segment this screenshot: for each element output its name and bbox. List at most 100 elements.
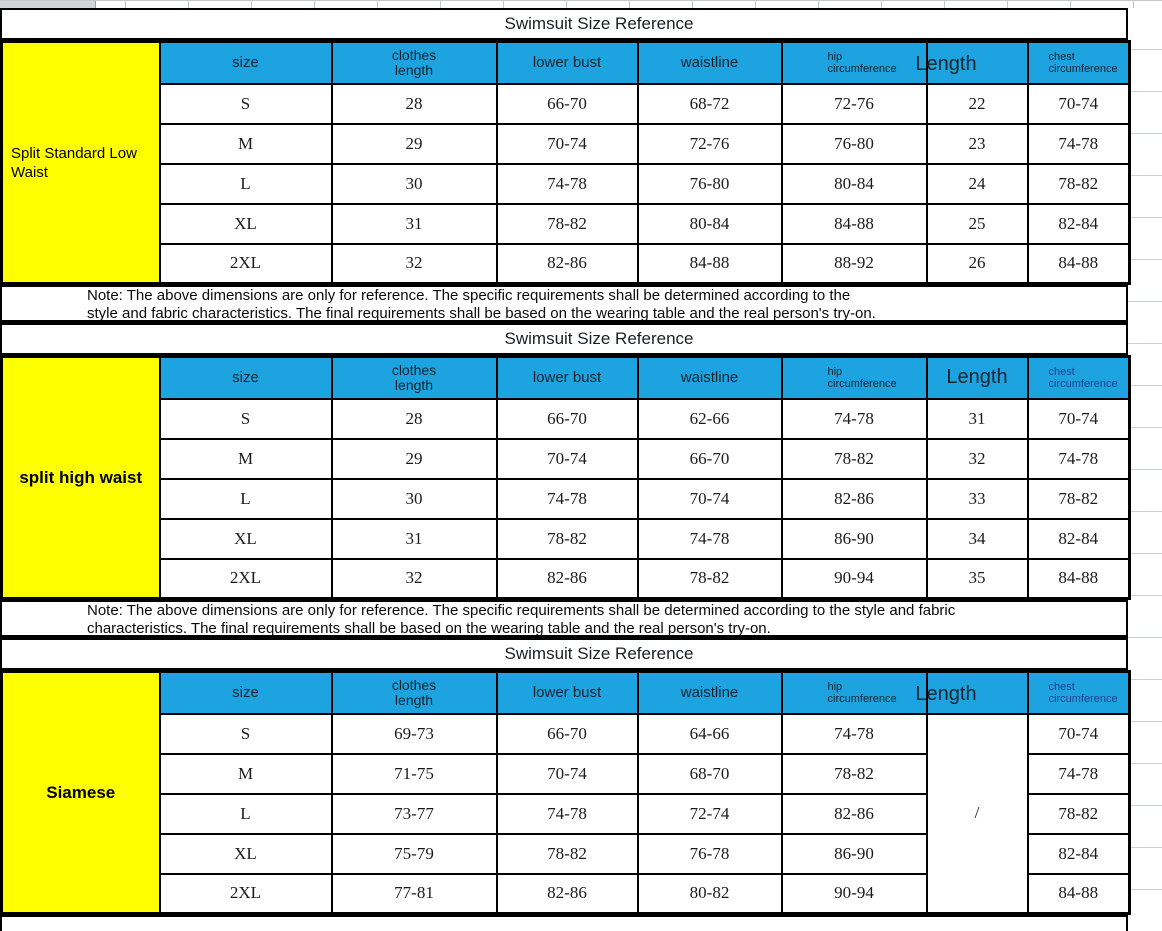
value-cell: 69-73 bbox=[330, 712, 498, 755]
value-cell: 80-84 bbox=[780, 162, 928, 205]
col-header-chest-circumference: chest circumference bbox=[1026, 40, 1131, 85]
col-header-length: Length bbox=[925, 355, 1029, 400]
size-chart-body: Swimsuit Size Reference Length Split Sta… bbox=[0, 8, 1131, 931]
table-row: XL 31 78-82 80-84 84-88 25 82-84 bbox=[2, 202, 1131, 245]
value-cell: 82-86 bbox=[780, 792, 928, 835]
value-cell: 32 bbox=[330, 557, 498, 600]
value-cell: 78-82 bbox=[495, 202, 639, 245]
table-row: S 69-73 66-70 64-66 74-78 / 70-74 bbox=[2, 712, 1131, 915]
value-cell: 29 bbox=[330, 122, 498, 165]
table-row: L 73-77 74-78 72-74 82-86 78-82 bbox=[2, 792, 1131, 835]
note-box: Note: The above dimensions are only for … bbox=[0, 285, 1128, 323]
size-cell: L bbox=[158, 162, 333, 205]
value-cell: 32 bbox=[330, 242, 498, 285]
section-title: Swimsuit Size Reference bbox=[0, 8, 1128, 40]
note-box bbox=[0, 915, 1128, 931]
value-cell: 31 bbox=[330, 517, 498, 560]
size-cell: XL bbox=[158, 832, 333, 875]
value-cell: 78-82 bbox=[636, 557, 783, 600]
value-cell: 84-88 bbox=[636, 242, 783, 285]
section-split-high-waist: Swimsuit Size Reference split high waist… bbox=[0, 323, 1131, 638]
value-cell: 84-88 bbox=[780, 202, 928, 245]
col-header-lower-bust: lower bust bbox=[495, 40, 639, 85]
table-row: 2XL 32 82-86 78-82 90-94 35 84-88 bbox=[2, 557, 1131, 600]
size-cell: XL bbox=[158, 517, 333, 560]
size-table: Length Split Standard Low Waist size clo… bbox=[0, 40, 1131, 285]
col-header-label: chest circumference bbox=[1048, 50, 1118, 75]
col-header-hip-circumference: hip circumference bbox=[780, 355, 928, 400]
size-cell: S bbox=[158, 397, 333, 440]
value-cell: 29 bbox=[330, 437, 498, 480]
value-cell: 78-82 bbox=[495, 517, 639, 560]
note-line: characteristics. The final requirements … bbox=[87, 620, 771, 637]
value-cell: 90-94 bbox=[780, 557, 928, 600]
value-cell: 33 bbox=[925, 477, 1029, 520]
col-header-clothes-length: clothes length bbox=[330, 355, 498, 400]
value-cell: 70-74 bbox=[495, 122, 639, 165]
col-header-label: hip circumference bbox=[827, 50, 897, 75]
value-cell: 66-70 bbox=[495, 82, 639, 125]
table-row: S 28 66-70 68-72 72-76 22 70-74 bbox=[2, 82, 1131, 125]
value-cell: 74-78 bbox=[495, 477, 639, 520]
value-cell: 31 bbox=[925, 397, 1029, 440]
value-cell: 74-78 bbox=[1026, 122, 1131, 165]
value-cell: 76-78 bbox=[636, 832, 783, 875]
size-cell: L bbox=[158, 792, 333, 835]
table-row: 2XL 77-81 82-86 80-82 90-94 84-88 bbox=[2, 872, 1131, 915]
size-cell: M bbox=[158, 752, 333, 795]
value-cell: 74-78 bbox=[495, 162, 639, 205]
col-header-label: clothes length bbox=[391, 361, 437, 393]
section-siamese: Swimsuit Size Reference Length Siamese s… bbox=[0, 638, 1131, 931]
size-cell: 2XL bbox=[158, 872, 333, 915]
size-cell: M bbox=[158, 437, 333, 480]
value-cell: 77-81 bbox=[330, 872, 498, 915]
value-cell: 78-82 bbox=[495, 832, 639, 875]
col-header-lower-bust: lower bust bbox=[495, 670, 639, 715]
value-cell: 68-70 bbox=[636, 752, 783, 795]
size-table: Length Siamese size clothes length lower… bbox=[0, 670, 1131, 915]
value-cell: 78-82 bbox=[1026, 162, 1131, 205]
col-header-hip-circumference: hip circumference bbox=[780, 40, 928, 85]
col-header-waistline: waistline bbox=[636, 40, 783, 85]
col-header-length bbox=[925, 40, 1029, 85]
value-cell: 82-86 bbox=[495, 872, 639, 915]
value-cell: 74-78 bbox=[1026, 752, 1131, 795]
value-cell: 72-76 bbox=[780, 82, 928, 125]
col-header-label: chest circumference bbox=[1048, 365, 1118, 390]
value-cell: 78-82 bbox=[780, 437, 928, 480]
value-cell: 73-77 bbox=[330, 792, 498, 835]
value-cell: 82-84 bbox=[1026, 202, 1131, 245]
value-cell: 66-70 bbox=[636, 437, 783, 480]
table-row: L 30 74-78 70-74 82-86 33 78-82 bbox=[2, 477, 1131, 520]
value-cell: 74-78 bbox=[1026, 437, 1131, 480]
col-header-hip-circumference: hip circumference bbox=[780, 670, 928, 715]
col-header-chest-circumference: chest circumference bbox=[1026, 355, 1131, 400]
value-cell: 84-88 bbox=[1026, 872, 1131, 915]
value-cell: 24 bbox=[925, 162, 1029, 205]
col-header-length bbox=[925, 670, 1029, 715]
value-cell: 64-66 bbox=[636, 712, 783, 755]
value-cell: 84-88 bbox=[1026, 242, 1131, 285]
size-cell: 2XL bbox=[158, 557, 333, 600]
value-cell: 86-90 bbox=[780, 517, 928, 560]
value-cell: 71-75 bbox=[330, 752, 498, 795]
value-cell: 28 bbox=[330, 397, 498, 440]
col-header-lower-bust: lower bust bbox=[495, 355, 639, 400]
value-cell: 72-74 bbox=[636, 792, 783, 835]
size-cell: M bbox=[158, 122, 333, 165]
size-table: split high waist size clothes length low… bbox=[0, 355, 1131, 600]
length-merged-cell: / bbox=[925, 712, 1029, 915]
table-row: S 28 66-70 62-66 74-78 31 70-74 bbox=[2, 397, 1131, 440]
col-header-size: size bbox=[158, 355, 333, 400]
value-cell: 68-72 bbox=[636, 82, 783, 125]
size-cell: XL bbox=[158, 202, 333, 245]
value-cell: 80-84 bbox=[636, 202, 783, 245]
value-cell: 66-70 bbox=[495, 397, 639, 440]
value-cell: 72-76 bbox=[636, 122, 783, 165]
value-cell: 70-74 bbox=[1026, 82, 1131, 125]
note-line: Note: The above dimensions are only for … bbox=[87, 602, 956, 619]
note-box: Note: The above dimensions are only for … bbox=[0, 600, 1128, 638]
section-split-standard-low-waist: Swimsuit Size Reference Length Split Sta… bbox=[0, 8, 1131, 323]
col-header-label: hip circumference bbox=[827, 680, 897, 705]
